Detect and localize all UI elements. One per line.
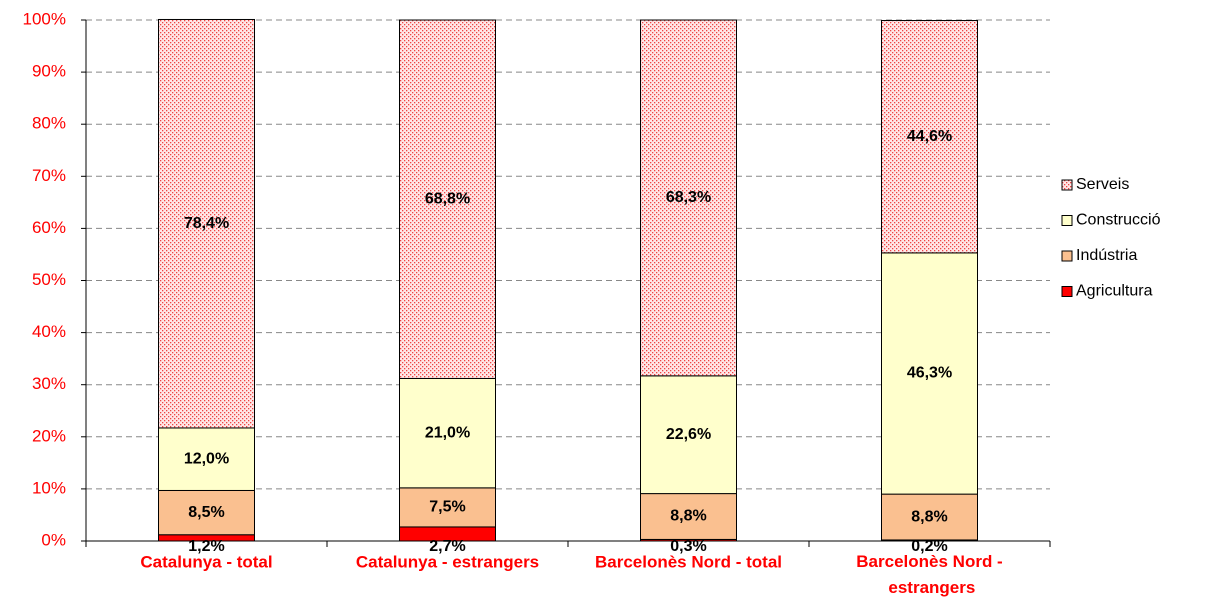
y-tick-label: 0% bbox=[41, 530, 66, 549]
legend-label: Indústria bbox=[1076, 247, 1137, 264]
data-label: 2,7% bbox=[429, 538, 465, 555]
bar-segment bbox=[881, 493, 978, 541]
legend-label: Agricultura bbox=[1076, 283, 1153, 300]
y-tick-label: 30% bbox=[32, 374, 66, 393]
bar-segment bbox=[881, 252, 978, 495]
data-label: 0,3% bbox=[670, 538, 706, 555]
data-label: 68,3% bbox=[666, 189, 711, 206]
y-tick-label: 40% bbox=[32, 322, 66, 341]
data-label: 7,5% bbox=[429, 499, 465, 516]
legend-swatch bbox=[1061, 179, 1073, 191]
bar-segment bbox=[881, 20, 978, 254]
y-tick-label: 50% bbox=[32, 270, 66, 289]
data-label: 68,8% bbox=[425, 190, 470, 207]
data-label: 1,2% bbox=[188, 538, 224, 555]
data-label: 8,8% bbox=[911, 508, 947, 525]
bar-segment bbox=[399, 487, 496, 528]
y-tick-label: 80% bbox=[32, 114, 66, 133]
legend-label: Serveis bbox=[1076, 176, 1129, 193]
bar-segment bbox=[158, 18, 255, 429]
x-tick-label: Catalunya - total bbox=[140, 552, 272, 571]
bar-segment bbox=[158, 489, 255, 536]
y-tick-label: 10% bbox=[32, 478, 66, 497]
legend-swatch bbox=[1061, 215, 1073, 226]
y-tick-label: 20% bbox=[32, 426, 66, 445]
x-tick-label: Catalunya - estrangers bbox=[356, 552, 539, 571]
data-label: 12,0% bbox=[184, 450, 229, 467]
y-tick-label: 100% bbox=[23, 9, 66, 28]
bar-segment bbox=[640, 493, 737, 540]
y-tick-label: 90% bbox=[32, 62, 66, 81]
legend-swatch bbox=[1061, 286, 1073, 297]
x-tick-label: Barcelonès Nord - estrangers bbox=[856, 552, 1002, 597]
bar-segment bbox=[640, 19, 737, 377]
data-label: 8,5% bbox=[188, 504, 224, 521]
data-label: 21,0% bbox=[425, 424, 470, 441]
bar-segment bbox=[158, 427, 255, 491]
bar-segment bbox=[399, 19, 496, 379]
x-tick-label: Barcelonès Nord - total bbox=[595, 552, 782, 571]
bar-segment bbox=[640, 375, 737, 495]
data-label: 44,6% bbox=[907, 128, 952, 145]
data-label: 46,3% bbox=[907, 365, 952, 382]
legend-swatch bbox=[1061, 250, 1073, 262]
bar-segment bbox=[399, 377, 496, 489]
y-tick-label: 70% bbox=[32, 166, 66, 185]
y-tick-label: 60% bbox=[32, 218, 66, 237]
data-label: 0,2% bbox=[911, 538, 947, 555]
legend-label: Construcció bbox=[1076, 212, 1161, 229]
data-label: 8,8% bbox=[670, 508, 706, 525]
data-label: 22,6% bbox=[666, 426, 711, 443]
data-label: 78,4% bbox=[184, 215, 229, 232]
